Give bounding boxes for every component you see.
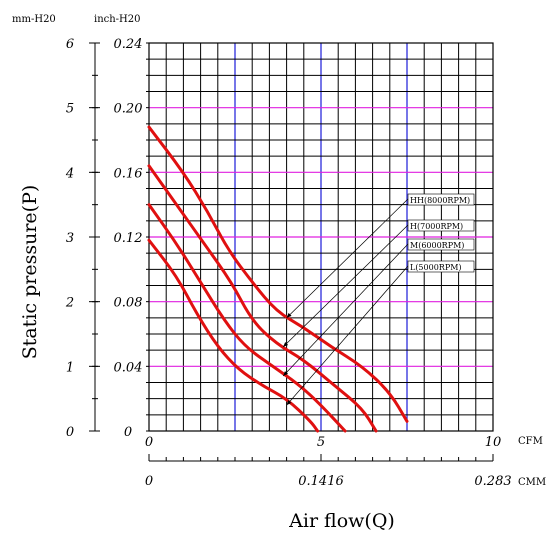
y-mm-tick-label: 5 — [66, 102, 74, 117]
y-inch-tick-label: 0.12 — [114, 231, 143, 246]
x-bottom-unit: CMM — [518, 477, 546, 488]
annotation-arrow — [282, 224, 409, 348]
x-cfm-tick-label: 5 — [317, 435, 325, 450]
fan-label-1: H(7000RPM) — [410, 222, 463, 231]
y-mm-tick-label: 1 — [66, 360, 74, 375]
fan-label-box — [407, 219, 475, 232]
y-axis-title: Static pressure(P) — [19, 185, 41, 360]
y-right-unit: inch-H20 — [94, 14, 141, 25]
y-mm-tick-label: 6 — [66, 37, 74, 52]
x-axis-title: Air flow(Q) — [288, 510, 395, 532]
fan-label-0: HH(8000RPM) — [410, 196, 470, 205]
series-layer — [147, 125, 409, 433]
fan-label-3: L(5000RPM) — [410, 263, 462, 272]
x-cmm-tick-label: 0 — [145, 474, 153, 489]
annotation-arrow — [286, 198, 409, 319]
x-cfm-tick-label: 10 — [485, 435, 502, 450]
y-inch-tick-label: 0.16 — [114, 166, 143, 181]
series-line-0 — [147, 125, 409, 423]
annotation-arrow — [286, 265, 409, 406]
y-left-unit: mm-H20 — [12, 14, 56, 25]
series-line-1 — [147, 164, 378, 433]
y-mm-tick-label: 2 — [65, 296, 74, 311]
y-inch-tick-label: 0.04 — [114, 360, 143, 375]
x-cmm-tick-label: 0.283 — [474, 474, 511, 489]
grid — [148, 42, 494, 432]
y-inch-tick-label: 0.08 — [114, 296, 143, 311]
x-cfm-tick-label: 0 — [145, 435, 153, 450]
annotations: HH(8000RPM) H(7000RPM) M(6000RPM) L(5000RPM… — [282, 193, 475, 406]
annotation-arrow — [282, 243, 409, 377]
y-mm-tick-label: 3 — [66, 231, 74, 246]
y-inch-tick-label: 0.24 — [114, 37, 143, 52]
series-line-3 — [147, 238, 320, 433]
y-inch-tick-label: 0.20 — [114, 102, 143, 117]
x-cmm-tick-label: 0.1416 — [298, 474, 344, 489]
fan-label-box — [407, 193, 475, 206]
series-line-2 — [147, 203, 347, 433]
y-mm-tick-label: 0 — [66, 425, 74, 440]
y-inch-tick-label: 0 — [124, 425, 132, 440]
fan-label-2: M(6000RPM) — [410, 241, 464, 250]
y-mm-tick-label: 4 — [65, 166, 74, 181]
x-top-unit: CFM — [518, 436, 543, 447]
